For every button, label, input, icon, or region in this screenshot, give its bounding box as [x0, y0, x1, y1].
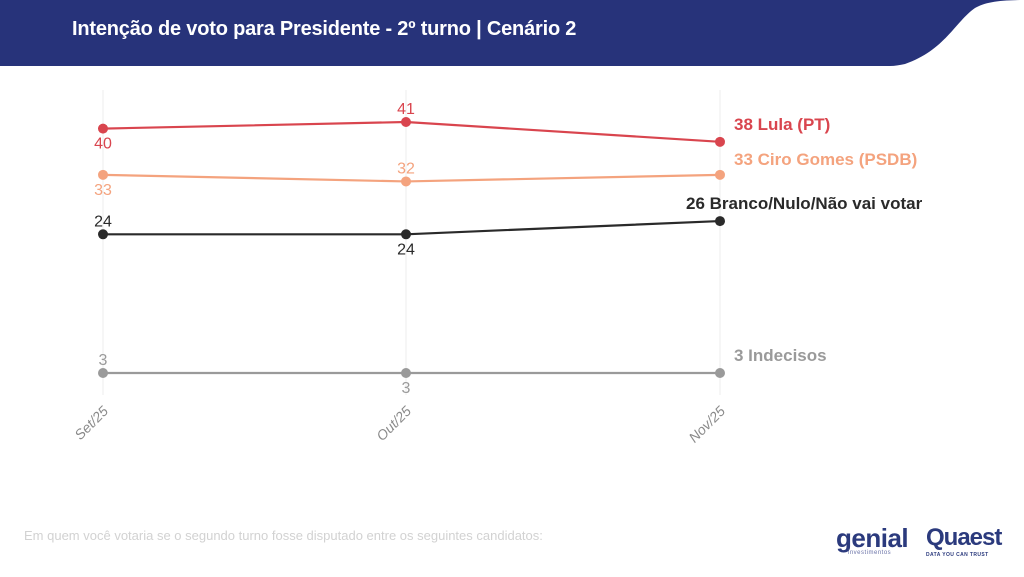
page-title: Intenção de voto para Presidente - 2º tu… [72, 18, 577, 40]
data-point-ciro-gomes-psdb [98, 169, 108, 180]
data-label-indecisos: 3 [99, 352, 108, 369]
x-tick-label: Nov/25 [685, 403, 728, 446]
data-label-branco-nulo-n-o-vai-votar: 24 [397, 241, 415, 258]
end-label-branco-nulo-n-o-vai-votar: 26 Branco/Nulo/Não vai votar [686, 194, 923, 213]
data-point-lula-pt [715, 136, 725, 147]
data-point-lula-pt [401, 117, 411, 127]
header-background [0, 0, 1024, 66]
genial-logo-subtitle: investimentos [848, 550, 892, 556]
genial-logo: genial investimentos [836, 523, 909, 556]
x-tick-label: Out/25 [373, 403, 414, 444]
data-point-ciro-gomes-psdb [715, 169, 725, 180]
end-label-ciro-gomes-psdb: 33 Ciro Gomes (PSDB) [734, 150, 917, 169]
data-point-indecisos [715, 368, 725, 378]
data-point-branco-nulo-n-o-vai-votar [98, 229, 108, 240]
data-point-indecisos [98, 368, 108, 378]
data-point-indecisos [401, 368, 411, 378]
data-label-branco-nulo-n-o-vai-votar: 24 [94, 213, 112, 230]
quaest-logo: Quaest DATA YOU CAN TRUST [926, 524, 1002, 559]
header-banner: Intenção de voto para Presidente - 2º tu… [0, 0, 1024, 66]
data-label-ciro-gomes-psdb: 32 [397, 160, 415, 177]
data-label-indecisos: 3 [402, 380, 411, 397]
survey-question: Em quem você votaria se o segundo turno … [24, 528, 543, 543]
data-label-ciro-gomes-psdb: 33 [94, 182, 112, 199]
data-point-branco-nulo-n-o-vai-votar [401, 229, 411, 240]
data-label-lula-pt: 40 [94, 136, 112, 153]
series-line-lula-pt [102, 120, 721, 143]
x-tick-label: Set/25 [71, 403, 111, 443]
end-label-lula-pt: 38 Lula (PT) [734, 115, 830, 134]
genial-logo-text: genial [836, 523, 909, 553]
data-point-ciro-gomes-psdb [401, 176, 411, 187]
quaest-logo-text: Quaest [926, 524, 1002, 551]
data-point-lula-pt [98, 123, 108, 134]
quaest-logo-subtitle: DATA YOU CAN TRUST [926, 552, 989, 558]
series-line-branco-nulo-n-o-vai-votar [103, 219, 721, 236]
data-label-lula-pt: 41 [397, 101, 415, 118]
data-point-branco-nulo-n-o-vai-votar [715, 216, 725, 227]
end-label-indecisos: 3 Indecisos [734, 346, 827, 365]
